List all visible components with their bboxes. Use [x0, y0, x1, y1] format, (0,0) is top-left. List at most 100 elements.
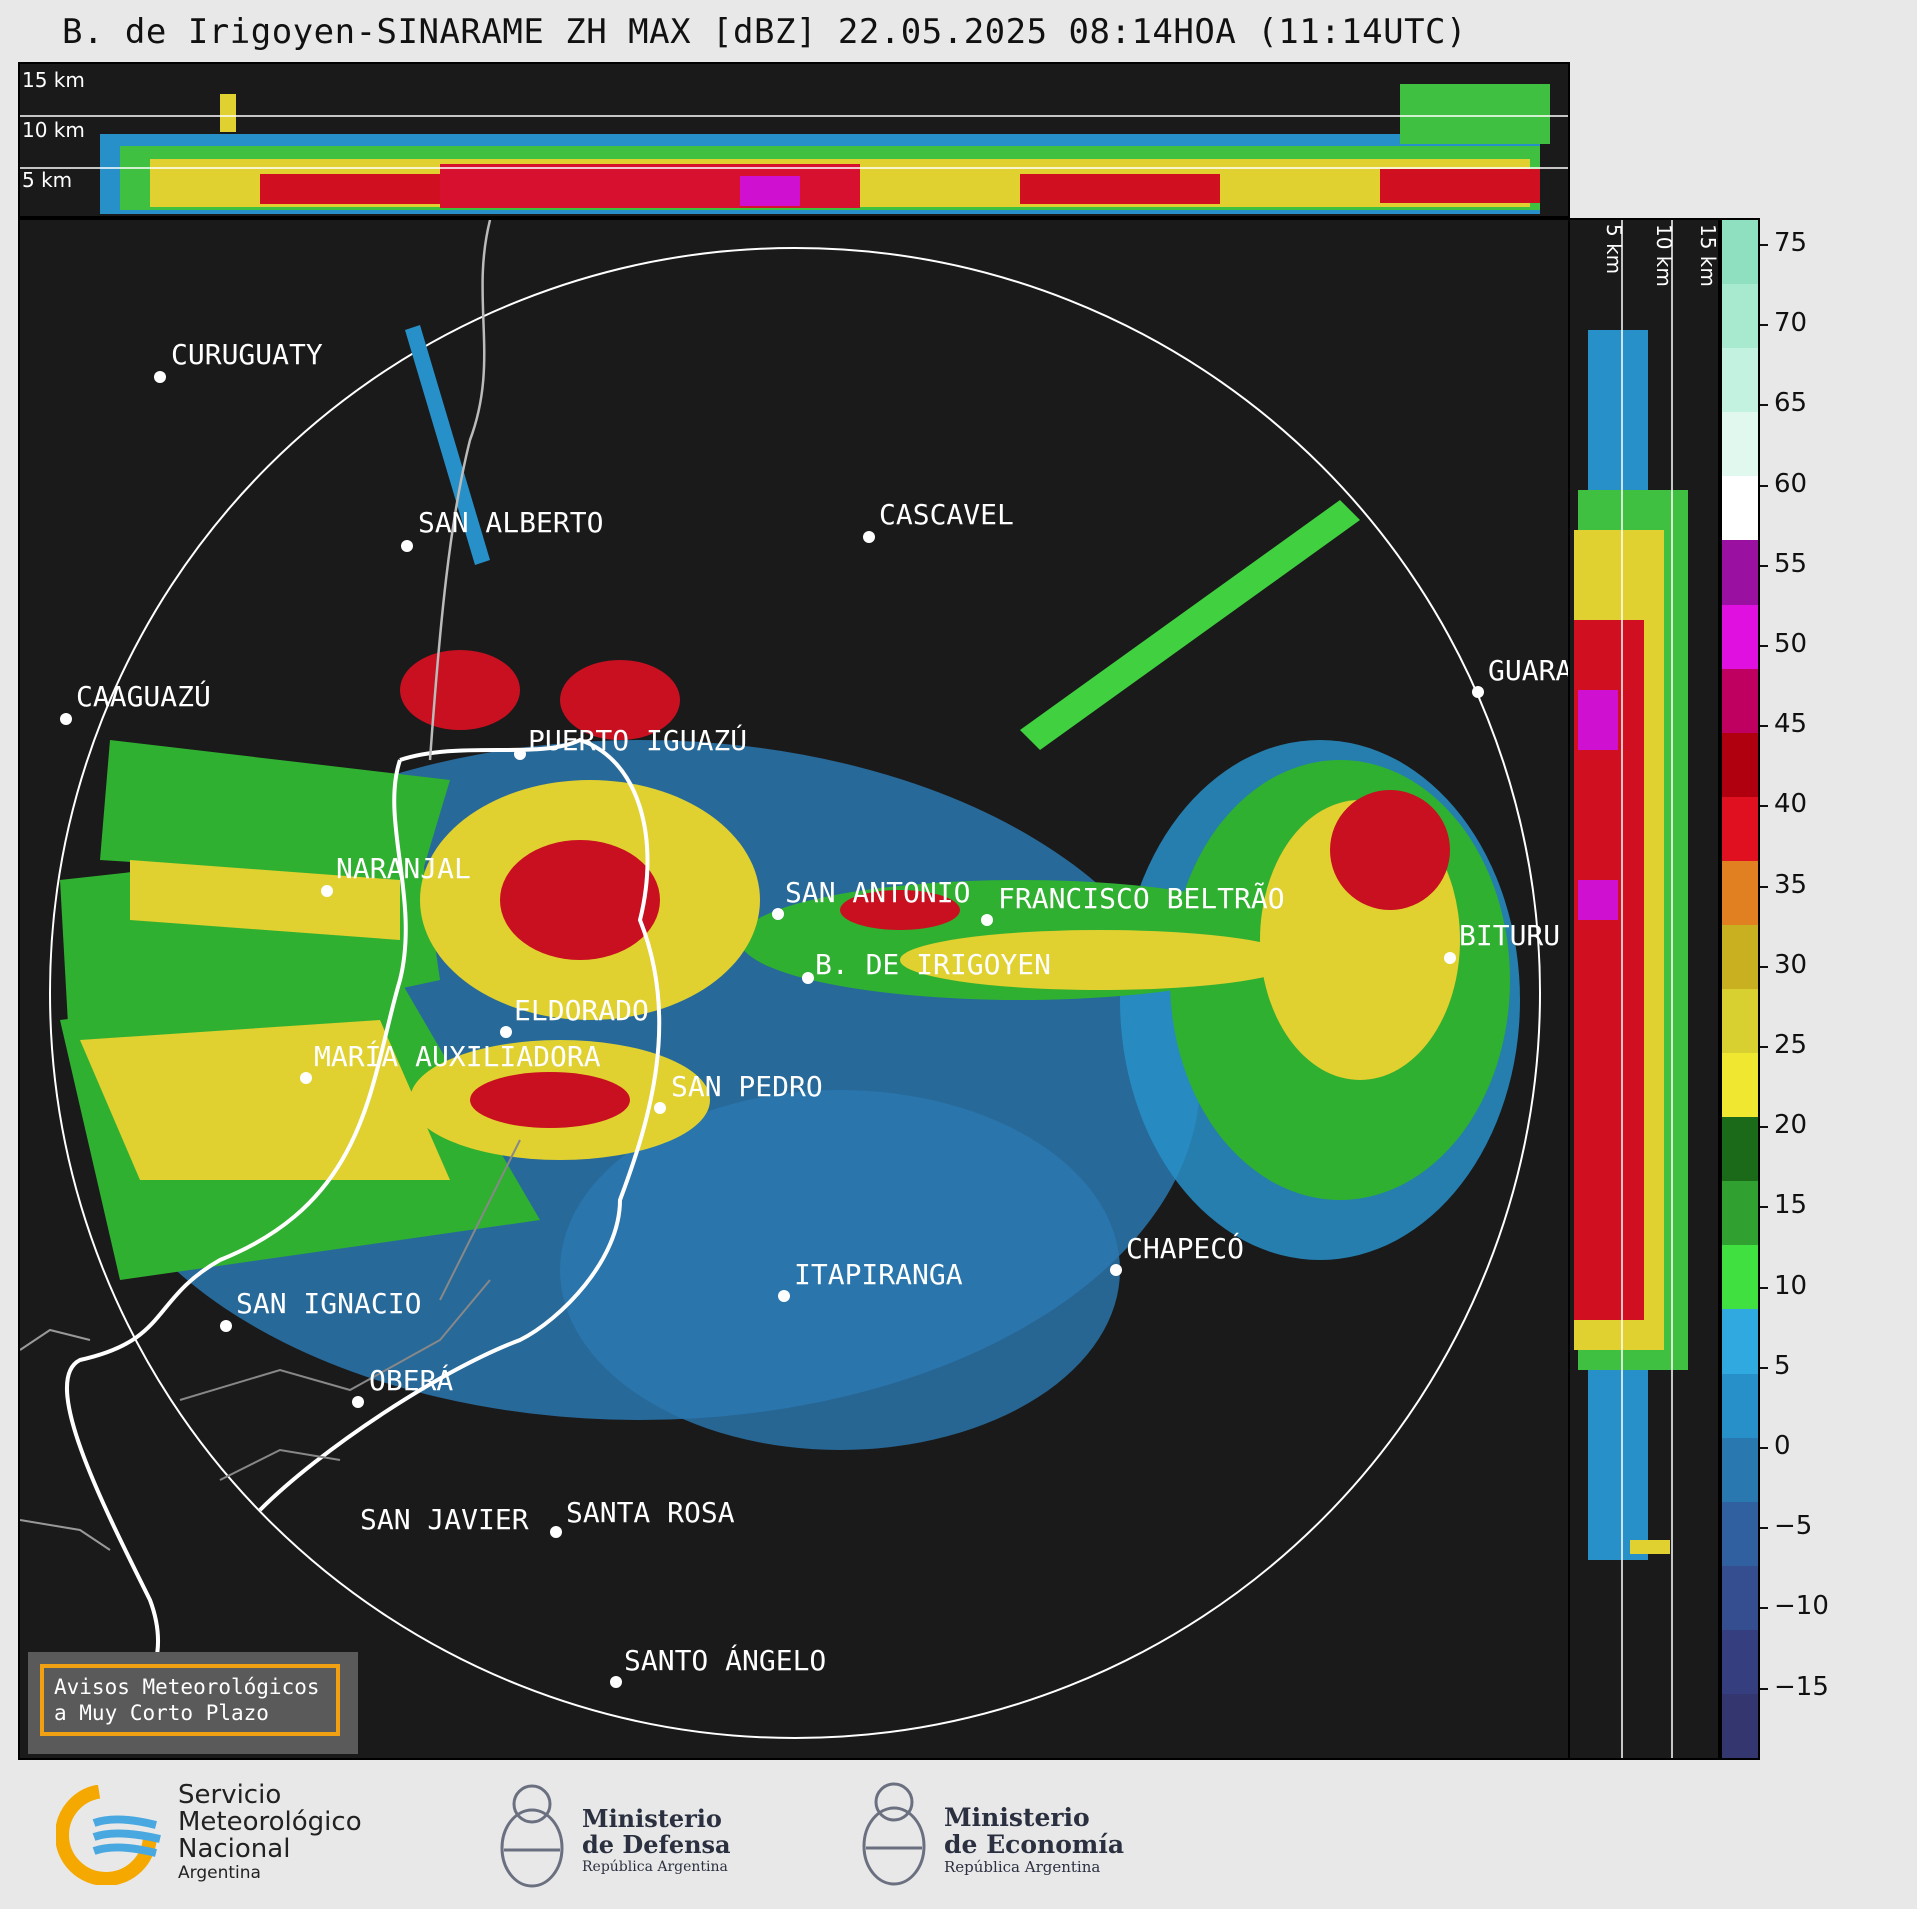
smn-text: Servicio Meteorológico Nacional Argentin…	[178, 1780, 362, 1884]
side-km-label-5: 5 km	[1602, 224, 1626, 275]
colorbar-tickmark	[1760, 1366, 1768, 1369]
smn-line-2: Meteorológico	[178, 1807, 362, 1837]
colorbar-segment	[1722, 732, 1758, 798]
city-dot	[802, 972, 814, 984]
colorbar-segment	[1722, 668, 1758, 734]
colorbar-tick-label: −15	[1774, 1671, 1829, 1702]
smn-line-4: Argentina	[178, 1863, 261, 1883]
city-dot	[778, 1290, 790, 1302]
colorbar-tickmark	[1760, 404, 1768, 407]
colorbar-tick-label: 5	[1774, 1350, 1791, 1381]
colorbar-segment	[1722, 989, 1758, 1055]
economia-line-3: República Argentina	[944, 1858, 1101, 1876]
top-km-label-5: 5 km	[22, 168, 73, 192]
colorbar-segment	[1722, 412, 1758, 478]
colorbar-tick-label: 55	[1774, 548, 1808, 579]
colorbar-segment	[1722, 1437, 1758, 1503]
colorbar-segment	[1722, 348, 1758, 414]
city-label-puerto-iguazu: PUERTO IGUAZÚ	[528, 724, 748, 757]
colorbar-segment	[1722, 1053, 1758, 1119]
city-label-maria-auxiliadora: MARÍA AUXILIADORA	[314, 1040, 601, 1073]
colorbar-tick-label: 70	[1774, 308, 1808, 339]
city-dot	[1110, 1264, 1122, 1276]
colorbar-segment	[1722, 796, 1758, 862]
colorbar-segment	[1722, 1629, 1758, 1695]
colorbar-tickmark	[1760, 805, 1768, 808]
city-dot	[352, 1396, 364, 1408]
colorbar-tick-label: 40	[1774, 789, 1808, 820]
colorbar-segment	[1722, 604, 1758, 670]
colorbar-tickmark	[1760, 244, 1768, 246]
colorbar-segment	[1722, 540, 1758, 606]
colorbar-segment	[1722, 476, 1758, 542]
colorbar-segment	[1722, 1181, 1758, 1247]
city-label-san-alberto: SAN ALBERTO	[418, 506, 604, 539]
city-dot	[60, 713, 72, 725]
economia-line-1: Ministerio	[944, 1803, 1090, 1832]
city-label-francisco-beltrao: FRANCISCO BELTRÃO	[998, 882, 1285, 915]
city-dot	[772, 908, 784, 920]
city-dot	[981, 914, 993, 926]
city-label-eldorado: ELDORADO	[514, 994, 649, 1027]
colorbar-segment	[1722, 1117, 1758, 1183]
colorbar-tickmark	[1760, 885, 1768, 888]
city-label-curuguaty: CURUGUATY	[171, 338, 323, 371]
colorbar-tickmark	[1760, 645, 1768, 647]
colorbar-tickmark	[1760, 1286, 1768, 1289]
colorbar-tick-label: 50	[1774, 629, 1808, 659]
colorbar-tick-label: 25	[1774, 1030, 1808, 1060]
defensa-line-2: de Defensa	[582, 1830, 731, 1859]
city-label-caaguazu: CAAGUAZÚ	[76, 680, 211, 713]
colorbar-tick-label: 65	[1774, 388, 1808, 419]
colorbar-tick-label: 45	[1774, 709, 1808, 740]
colorbar-tick-label: 0	[1774, 1431, 1791, 1461]
city-label-santa-rosa: SANTA ROSA	[566, 1496, 735, 1529]
city-dot	[401, 540, 413, 552]
city-label-san-javier: SAN JAVIER	[360, 1503, 529, 1536]
city-label-guara: GUARA	[1488, 654, 1570, 687]
side-km-label-10: 10 km	[1652, 224, 1676, 287]
colorbar-tickmark	[1760, 1687, 1768, 1690]
colorbar-tick-label: 30	[1774, 949, 1808, 980]
city-label-bituru: BITURU	[1459, 919, 1561, 952]
aviso-line-2: a Muy Corto Plazo	[54, 1701, 269, 1725]
colorbar-segment	[1722, 1245, 1758, 1311]
colorbar-tickmark	[1760, 1046, 1768, 1048]
colorbar-tickmark	[1760, 1126, 1768, 1129]
city-label-b-de-irigoyen: B. DE IRIGOYEN	[815, 948, 1052, 981]
city-label-cascavel: CASCAVEL	[879, 498, 1014, 531]
colorbar-tickmark	[1760, 1447, 1768, 1449]
city-label-chapeco: CHAPECÓ	[1126, 1232, 1245, 1265]
defensa-text: Ministerio de Defensa República Argentin…	[582, 1806, 731, 1876]
colorbar-tick-label: 10	[1774, 1270, 1808, 1301]
aviso-badge-frame: Avisos Meteorológicos a Muy Corto Plazo	[40, 1664, 340, 1736]
top-cross-section-panel: 15 km 10 km 5 km	[18, 62, 1570, 218]
colorbar	[1720, 218, 1760, 1760]
colorbar-segment	[1722, 284, 1758, 350]
colorbar-segment	[1722, 860, 1758, 926]
side-km-label-15: 15 km	[1696, 224, 1720, 287]
city-dot	[154, 371, 166, 383]
aviso-line-1: Avisos Meteorológicos	[54, 1675, 320, 1699]
colorbar-tickmark	[1760, 725, 1768, 728]
smn-line-3: Nacional	[178, 1834, 291, 1864]
economia-line-2: de Economía	[944, 1830, 1125, 1859]
colorbar-tick-label: −5	[1774, 1511, 1813, 1542]
city-dot	[1472, 686, 1484, 698]
side-cross-section-panel: 5 km 10 km 15 km	[1568, 218, 1720, 1760]
top-cross-section-image	[20, 84, 1568, 214]
city-label-santo-angelo: SANTO ÁNGELO	[624, 1644, 827, 1677]
colorbar-segment	[1722, 924, 1758, 990]
city-dot	[514, 748, 526, 760]
colorbar-tick-label: 20	[1774, 1110, 1808, 1141]
defensa-line-1: Ministerio	[582, 1804, 722, 1833]
city-label-naranjal: NARANJAL	[336, 852, 471, 885]
colorbar-tickmark	[1760, 965, 1768, 968]
aviso-badge: Avisos Meteorológicos a Muy Corto Plazo	[28, 1652, 358, 1754]
colorbar-segment	[1722, 1501, 1758, 1567]
smn-line-1: Servicio	[178, 1780, 282, 1810]
radar-map-image	[20, 220, 1541, 1752]
colorbar-tick-label: 15	[1774, 1190, 1808, 1221]
colorbar-tickmark	[1760, 1607, 1768, 1610]
colorbar-segment	[1722, 1373, 1758, 1439]
